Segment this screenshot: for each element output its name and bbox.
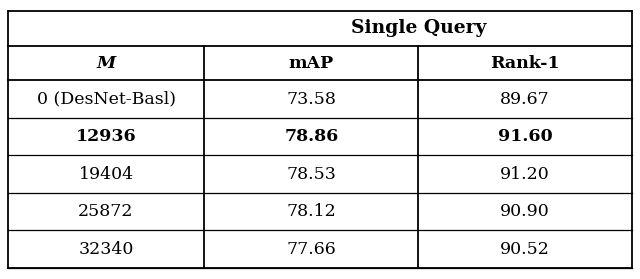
Text: 90.52: 90.52 xyxy=(500,240,550,258)
Text: mAP: mAP xyxy=(289,55,334,72)
Text: 77.66: 77.66 xyxy=(286,240,336,258)
Text: 90.90: 90.90 xyxy=(500,203,550,220)
Text: 78.53: 78.53 xyxy=(286,166,336,183)
Text: 32340: 32340 xyxy=(78,240,134,258)
Text: 19404: 19404 xyxy=(79,166,134,183)
Text: 0 (DesNet-Basl): 0 (DesNet-Basl) xyxy=(36,91,175,108)
Text: 73.58: 73.58 xyxy=(286,91,336,108)
Text: 12936: 12936 xyxy=(76,128,136,145)
Text: 78.12: 78.12 xyxy=(286,203,336,220)
Text: 78.86: 78.86 xyxy=(284,128,339,145)
Text: M: M xyxy=(97,55,116,72)
Text: Rank-1: Rank-1 xyxy=(490,55,560,72)
Text: 25872: 25872 xyxy=(78,203,134,220)
Text: 91.20: 91.20 xyxy=(500,166,550,183)
Text: 91.60: 91.60 xyxy=(498,128,552,145)
Text: 89.67: 89.67 xyxy=(500,91,550,108)
Text: Single Query: Single Query xyxy=(351,20,486,37)
